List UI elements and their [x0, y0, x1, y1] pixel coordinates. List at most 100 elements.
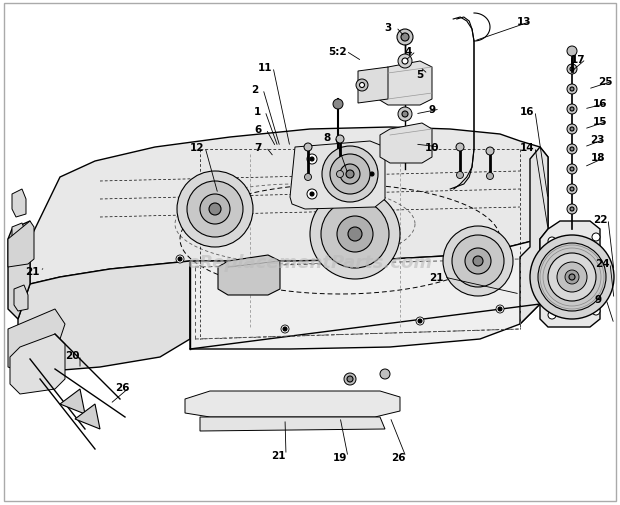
Circle shape	[336, 136, 344, 144]
Circle shape	[567, 125, 577, 135]
Circle shape	[548, 254, 596, 301]
Circle shape	[398, 108, 412, 122]
Text: 24: 24	[595, 259, 609, 269]
Polygon shape	[378, 62, 432, 106]
Circle shape	[380, 369, 390, 379]
Circle shape	[310, 192, 314, 196]
Circle shape	[200, 194, 230, 225]
Circle shape	[333, 170, 343, 180]
Circle shape	[307, 189, 317, 199]
Text: 13: 13	[516, 17, 531, 27]
Circle shape	[283, 327, 287, 331]
Text: 25: 25	[598, 77, 612, 87]
Text: eReplacementParts.com: eReplacementParts.com	[187, 254, 433, 272]
Circle shape	[337, 217, 373, 252]
Text: 9: 9	[428, 105, 436, 115]
Text: 21: 21	[429, 273, 443, 282]
Circle shape	[310, 189, 400, 279]
Circle shape	[557, 263, 587, 292]
Circle shape	[570, 88, 574, 92]
Polygon shape	[18, 262, 190, 371]
Text: 11: 11	[258, 63, 272, 73]
Polygon shape	[358, 68, 388, 104]
Circle shape	[567, 47, 577, 57]
Circle shape	[330, 155, 370, 194]
Text: 9: 9	[595, 294, 601, 305]
Text: 16: 16	[520, 107, 534, 117]
Text: 20: 20	[64, 350, 79, 360]
Circle shape	[570, 188, 574, 191]
Polygon shape	[520, 147, 548, 324]
Text: 22: 22	[593, 215, 607, 225]
Polygon shape	[8, 222, 34, 268]
Circle shape	[498, 308, 502, 312]
Circle shape	[487, 173, 494, 180]
Circle shape	[416, 317, 424, 325]
Polygon shape	[185, 391, 400, 417]
Circle shape	[418, 319, 422, 323]
Circle shape	[344, 373, 356, 385]
Circle shape	[281, 325, 289, 333]
Circle shape	[333, 100, 343, 110]
Circle shape	[570, 168, 574, 172]
Polygon shape	[12, 189, 26, 218]
Text: 17: 17	[570, 55, 585, 65]
Circle shape	[350, 153, 360, 163]
Circle shape	[370, 173, 374, 177]
Circle shape	[356, 80, 368, 92]
Polygon shape	[30, 128, 548, 284]
Circle shape	[402, 59, 408, 65]
Circle shape	[456, 172, 464, 179]
Text: 26: 26	[391, 452, 405, 462]
Circle shape	[570, 208, 574, 212]
Text: 16: 16	[593, 99, 607, 109]
Circle shape	[178, 258, 182, 262]
Circle shape	[592, 308, 600, 316]
Circle shape	[567, 185, 577, 194]
Circle shape	[567, 205, 577, 215]
Circle shape	[176, 256, 184, 264]
Circle shape	[592, 233, 600, 241]
Circle shape	[360, 83, 365, 88]
Polygon shape	[75, 404, 100, 429]
Polygon shape	[190, 239, 540, 349]
Circle shape	[187, 182, 243, 237]
Polygon shape	[8, 310, 65, 371]
Circle shape	[397, 30, 413, 46]
Circle shape	[321, 200, 389, 269]
Circle shape	[570, 108, 574, 112]
Circle shape	[567, 145, 577, 155]
Circle shape	[473, 257, 483, 267]
Circle shape	[567, 165, 577, 175]
Text: 10: 10	[425, 143, 439, 153]
Text: 5:2: 5:2	[329, 47, 347, 57]
Circle shape	[304, 144, 312, 152]
Text: 21: 21	[271, 450, 285, 460]
Polygon shape	[8, 222, 30, 319]
Text: 21: 21	[25, 267, 39, 276]
Polygon shape	[290, 142, 385, 210]
Circle shape	[310, 158, 314, 162]
Text: 18: 18	[591, 153, 605, 163]
Text: 4: 4	[404, 47, 412, 57]
Polygon shape	[540, 222, 600, 327]
Circle shape	[452, 235, 504, 287]
Circle shape	[402, 112, 408, 118]
Circle shape	[443, 227, 513, 296]
Circle shape	[486, 147, 494, 156]
Circle shape	[570, 128, 574, 132]
Text: 2: 2	[251, 85, 259, 95]
Circle shape	[304, 174, 311, 181]
Text: 8: 8	[324, 133, 330, 143]
Polygon shape	[12, 224, 26, 249]
Circle shape	[347, 376, 353, 382]
Circle shape	[401, 34, 409, 42]
Polygon shape	[218, 256, 280, 295]
Text: 1: 1	[254, 107, 260, 117]
Circle shape	[337, 171, 343, 178]
Circle shape	[548, 237, 556, 245]
Circle shape	[567, 85, 577, 95]
Circle shape	[569, 274, 575, 280]
Circle shape	[307, 155, 317, 165]
Polygon shape	[14, 285, 28, 312]
